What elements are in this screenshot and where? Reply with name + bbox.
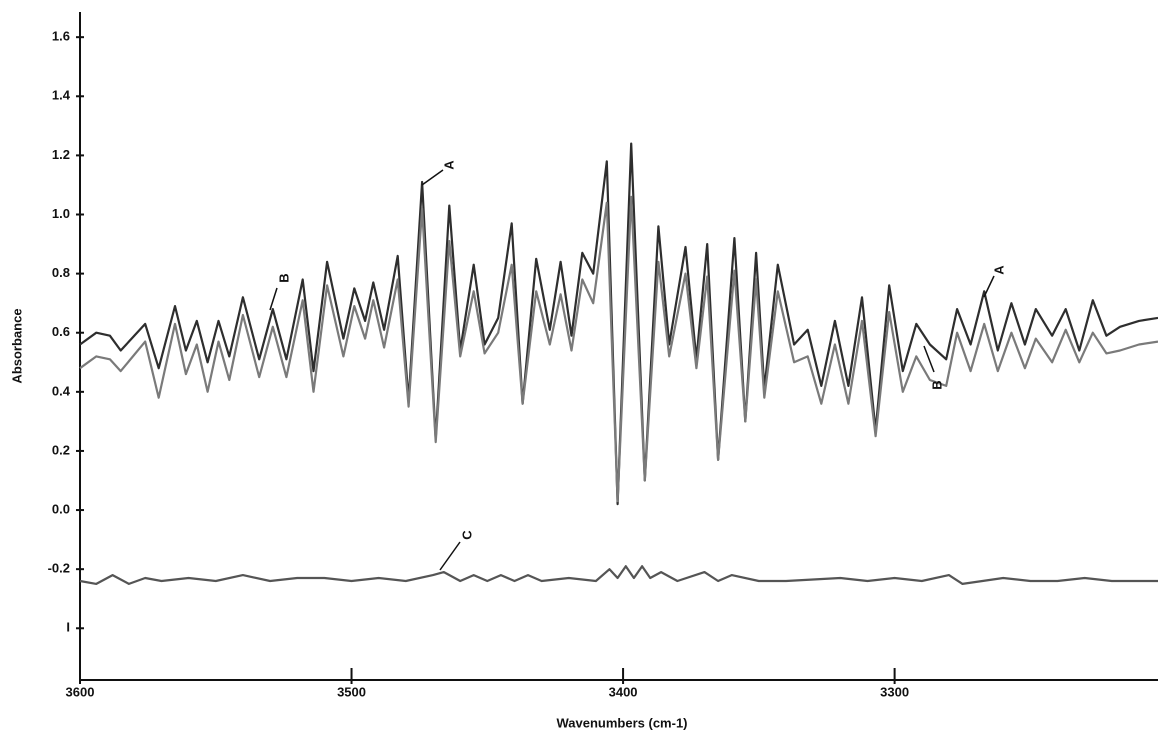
- annotation-leader: [421, 169, 444, 186]
- y-tick-label: 0.4: [52, 383, 71, 398]
- y-tick-label: 1.6: [52, 29, 70, 44]
- x-tick-label: 3300: [880, 684, 909, 699]
- x-tick-label: 3500: [337, 684, 366, 699]
- x-tick-label: 3400: [609, 684, 638, 699]
- x-tick-label: 3600: [66, 684, 95, 699]
- y-tick-label: -0.2: [48, 561, 70, 576]
- annotation: B: [276, 273, 291, 282]
- annotation: B: [929, 380, 944, 389]
- x-axis-label: Wavenumbers (cm-1): [557, 715, 688, 730]
- spectrum-line: [79, 142, 1158, 506]
- y-tick-label: 1.4: [52, 88, 71, 103]
- y-tick-label: 0.6: [52, 324, 70, 339]
- y-tick-label: 0.8: [52, 265, 70, 280]
- annotation-leader: [269, 287, 278, 311]
- y-tick-label: 1.2: [52, 147, 70, 162]
- y-tick-label: I: [66, 620, 70, 635]
- y-tick-label: 0.0: [52, 501, 70, 516]
- annotation: A: [991, 265, 1006, 275]
- y-tick-label: 1.0: [52, 206, 70, 221]
- annotation: C: [459, 530, 474, 540]
- spectrum-line: [79, 565, 1158, 585]
- annotation-leader: [923, 345, 935, 373]
- annotation: A: [441, 160, 456, 170]
- y-axis-label: Absorbance: [9, 308, 24, 383]
- y-tick-label: 0.2: [52, 442, 70, 457]
- spectrum-line: [79, 195, 1158, 503]
- annotation-leader: [439, 541, 461, 571]
- annotation-leader: [983, 275, 995, 298]
